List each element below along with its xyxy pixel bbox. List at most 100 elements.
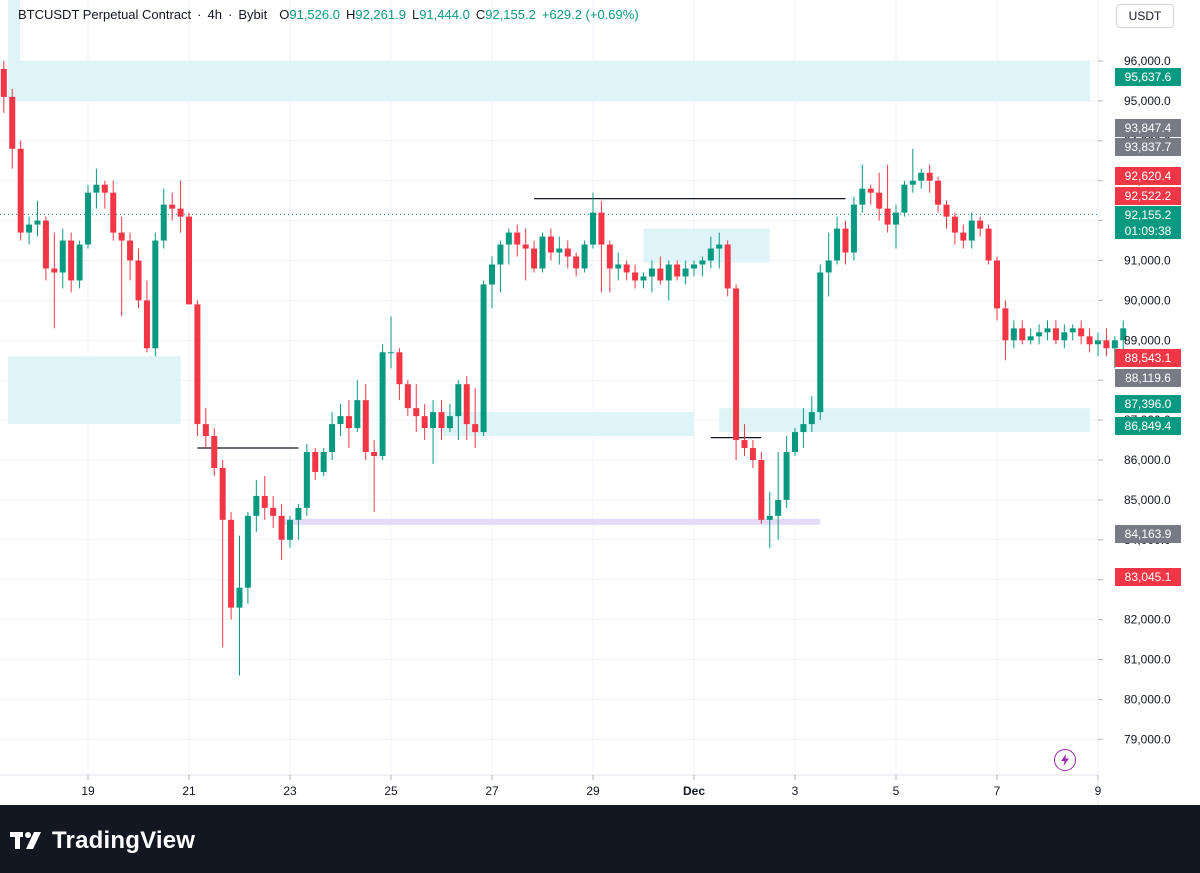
candle[interactable] — [0, 61, 7, 113]
candle[interactable] — [766, 491, 773, 548]
candle[interactable] — [295, 503, 302, 540]
candle[interactable] — [85, 184, 91, 249]
candle[interactable] — [253, 479, 260, 532]
candlestick-chart[interactable]: 79,000.080,000.081,000.082,000.083,000.0… — [0, 0, 1200, 805]
candle[interactable] — [110, 180, 117, 241]
candle[interactable] — [1044, 320, 1051, 341]
candle[interactable] — [893, 204, 899, 249]
candle[interactable] — [775, 452, 782, 540]
candle[interactable] — [985, 224, 992, 265]
candle[interactable] — [1111, 336, 1118, 369]
candle[interactable] — [707, 236, 714, 269]
candle[interactable] — [606, 240, 613, 293]
candle[interactable] — [935, 176, 942, 213]
candle[interactable] — [573, 252, 580, 277]
candle[interactable] — [59, 228, 66, 289]
candle[interactable] — [1086, 328, 1093, 353]
candle[interactable] — [699, 256, 706, 277]
candle[interactable] — [169, 192, 176, 221]
candle[interactable] — [337, 404, 344, 437]
candle[interactable] — [783, 436, 790, 508]
candle[interactable] — [489, 256, 495, 309]
candle[interactable] — [17, 140, 24, 241]
candle[interactable] — [1120, 320, 1127, 353]
candle[interactable] — [792, 428, 798, 457]
candle[interactable] — [901, 180, 908, 217]
candle[interactable] — [977, 216, 984, 237]
candle[interactable] — [177, 180, 184, 233]
candle[interactable] — [716, 232, 723, 269]
candle[interactable] — [228, 511, 235, 620]
candle[interactable] — [9, 88, 16, 169]
candle[interactable] — [1052, 320, 1059, 345]
candle[interactable] — [632, 264, 639, 289]
candle[interactable] — [287, 515, 293, 548]
candle[interactable] — [51, 232, 58, 329]
candle[interactable] — [379, 344, 386, 460]
candle[interactable] — [800, 408, 807, 449]
candle[interactable] — [236, 535, 243, 676]
candle[interactable] — [160, 188, 167, 249]
candle[interactable] — [918, 168, 925, 189]
candle[interactable] — [514, 224, 521, 257]
candle[interactable] — [674, 260, 681, 281]
candle[interactable] — [68, 232, 75, 293]
candle[interactable] — [598, 200, 605, 293]
candle[interactable] — [884, 164, 891, 233]
symbol-name[interactable]: BTCUSDT Perpetual Contract — [18, 7, 192, 22]
candle[interactable] — [211, 428, 218, 476]
tradingview-logo[interactable]: TradingView — [10, 827, 195, 855]
candle[interactable] — [968, 212, 975, 249]
candle[interactable] — [396, 348, 403, 401]
candle[interactable] — [404, 380, 411, 417]
candle[interactable] — [1095, 332, 1101, 357]
candle[interactable] — [329, 412, 336, 460]
candle[interactable] — [926, 164, 933, 193]
candle[interactable] — [581, 240, 588, 273]
candle[interactable] — [556, 236, 563, 265]
candle[interactable] — [850, 196, 857, 261]
candle[interactable] — [1103, 328, 1110, 357]
candle[interactable] — [951, 212, 958, 245]
candle[interactable] — [76, 240, 83, 289]
candle[interactable] — [362, 384, 369, 460]
candle[interactable] — [691, 260, 697, 277]
candle[interactable] — [101, 180, 108, 209]
candle[interactable] — [842, 220, 849, 265]
candle[interactable] — [388, 316, 394, 369]
candle[interactable] — [876, 172, 883, 221]
candle[interactable] — [531, 240, 538, 273]
candle[interactable] — [1002, 300, 1009, 361]
candle[interactable] — [665, 260, 672, 301]
candle[interactable] — [1078, 320, 1085, 345]
candle[interactable] — [1019, 320, 1026, 345]
candle[interactable] — [463, 376, 470, 441]
candle[interactable] — [472, 388, 479, 449]
candle[interactable] — [741, 424, 748, 457]
candle[interactable] — [497, 240, 504, 293]
candle[interactable] — [808, 396, 815, 433]
candle[interactable] — [825, 232, 832, 297]
candle[interactable] — [657, 256, 664, 285]
candle[interactable] — [590, 192, 596, 249]
candle[interactable] — [867, 184, 874, 205]
candle[interactable] — [430, 400, 437, 464]
candle[interactable] — [42, 216, 49, 281]
candle[interactable] — [1069, 324, 1076, 341]
candle[interactable] — [143, 280, 150, 353]
candle[interactable] — [345, 400, 352, 449]
candle[interactable] — [640, 272, 647, 289]
candle[interactable] — [303, 444, 310, 516]
candle[interactable] — [135, 248, 142, 309]
currency-button[interactable]: USDT — [1116, 4, 1174, 28]
candle[interactable] — [615, 252, 622, 281]
candle[interactable] — [539, 232, 546, 273]
candle[interactable] — [1061, 324, 1068, 349]
candle[interactable] — [724, 240, 731, 297]
candle[interactable] — [564, 240, 571, 269]
candle[interactable] — [186, 212, 192, 305]
candle[interactable] — [320, 448, 327, 476]
candle[interactable] — [127, 232, 134, 281]
candle[interactable] — [278, 503, 285, 560]
candle[interactable] — [194, 300, 201, 437]
